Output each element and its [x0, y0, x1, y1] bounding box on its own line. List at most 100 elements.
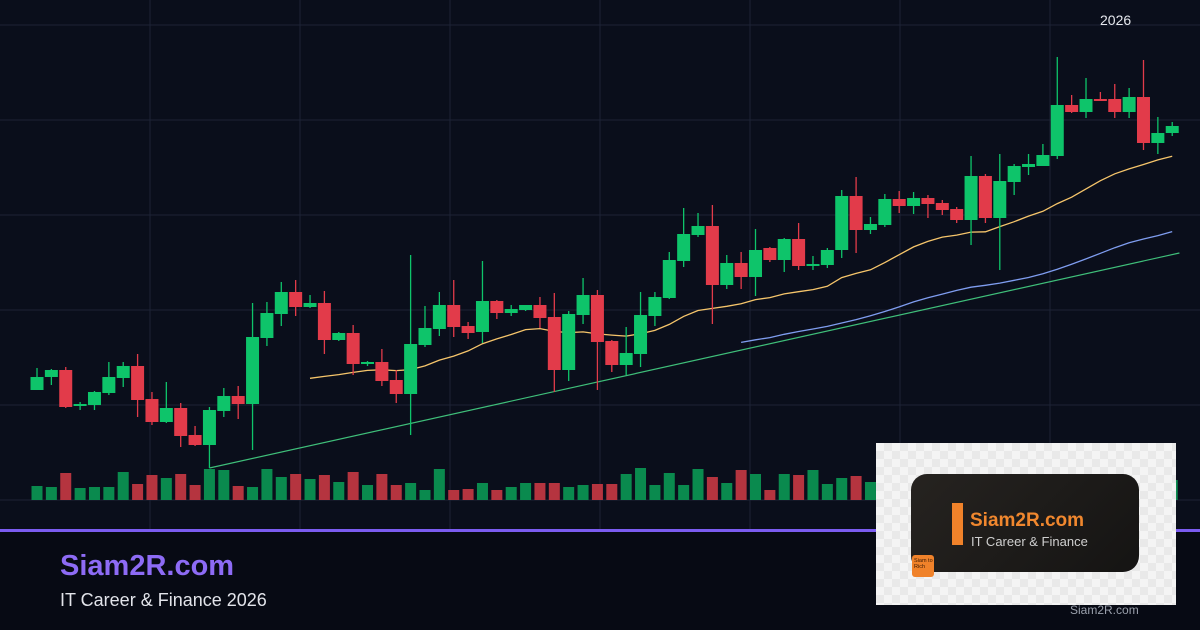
candle-body [533, 305, 547, 318]
candle [691, 213, 705, 237]
logo: Siam2R.com IT Career & Finance [911, 474, 1139, 572]
candle-body [1065, 105, 1079, 112]
volume-bar [635, 468, 647, 500]
candle-body [246, 337, 260, 404]
candle-body [432, 305, 446, 329]
candle [1065, 95, 1079, 113]
candle [749, 229, 762, 296]
candle [303, 295, 317, 308]
candle-body [475, 301, 489, 332]
candle-body [231, 396, 245, 404]
candle-body [964, 176, 978, 220]
candle-body [332, 333, 346, 340]
candles [30, 57, 1179, 468]
candle-body [44, 370, 58, 377]
candle-body [217, 396, 231, 411]
volume-bar [821, 484, 833, 500]
candle-body [102, 377, 116, 393]
volume-bar [663, 473, 675, 500]
candle-body [59, 370, 73, 407]
volume-bar [261, 469, 273, 500]
candle [533, 297, 547, 328]
moving-average-line [740, 230, 1173, 344]
candle [705, 205, 719, 324]
candle [907, 192, 921, 214]
candle [562, 311, 576, 381]
candle [404, 255, 418, 435]
candle [993, 154, 1007, 270]
candle-body [705, 226, 719, 285]
candle [648, 292, 662, 326]
candle [188, 426, 202, 446]
candle [590, 290, 604, 390]
candle-body [30, 377, 44, 390]
candle [547, 293, 561, 392]
candle-body [504, 309, 518, 313]
candle-body [619, 353, 633, 365]
candle [835, 190, 849, 258]
candle [461, 322, 475, 339]
volume-bar [390, 485, 402, 500]
candle [346, 325, 360, 375]
candle [634, 292, 648, 367]
volume-bar [462, 489, 474, 500]
volume-bar [591, 484, 603, 500]
volume-bar [505, 487, 517, 500]
candle [892, 191, 906, 213]
volume-bar [448, 490, 460, 500]
candle [978, 174, 992, 223]
candle-body [1151, 133, 1165, 143]
candle-body [777, 239, 791, 260]
candle-body [260, 313, 274, 338]
volume-bar [333, 482, 345, 500]
volume-bar [577, 485, 589, 500]
candle-body [677, 234, 691, 261]
volume-bar [232, 486, 244, 500]
candle-body [361, 362, 375, 364]
candle-body [878, 199, 892, 225]
candle-body [159, 408, 173, 422]
candle-body [346, 333, 360, 364]
watermark: Siam2R.com [1070, 603, 1139, 617]
candle [820, 248, 834, 268]
candle [605, 340, 619, 372]
candle [159, 382, 173, 423]
candle [720, 255, 734, 289]
candle-body [447, 305, 461, 327]
candle [389, 370, 403, 403]
volume-bar [74, 488, 86, 500]
volume-bar [606, 484, 618, 500]
candle-body [1165, 126, 1179, 133]
volume-bar [247, 487, 259, 500]
candle-body [116, 366, 130, 378]
volume-bar [146, 475, 158, 500]
candle-body [935, 203, 949, 210]
candle-body [749, 250, 762, 277]
candle-body [547, 317, 561, 370]
candle-body [720, 263, 734, 285]
candle [317, 291, 331, 354]
candle-body [404, 344, 418, 394]
volume-bar [132, 484, 144, 500]
volume-bar [189, 485, 201, 500]
volume-bar [362, 485, 374, 500]
candle [1165, 122, 1179, 136]
candle-body [1122, 97, 1136, 112]
volume-bar [476, 483, 488, 500]
candle-body [289, 292, 303, 307]
candle [519, 305, 533, 311]
candle [763, 247, 777, 262]
candle-body [1036, 155, 1050, 166]
candle-body [792, 239, 806, 266]
candle [950, 207, 964, 223]
volume-bar [318, 475, 330, 500]
volume-bar [706, 477, 718, 500]
candle [1022, 154, 1036, 175]
candle-body [519, 305, 533, 310]
brand-name[interactable]: Siam2R.com [60, 550, 235, 582]
candle [59, 367, 73, 408]
candle [418, 306, 432, 347]
candle [289, 280, 303, 316]
candle-body [691, 226, 705, 235]
candle [964, 156, 978, 245]
